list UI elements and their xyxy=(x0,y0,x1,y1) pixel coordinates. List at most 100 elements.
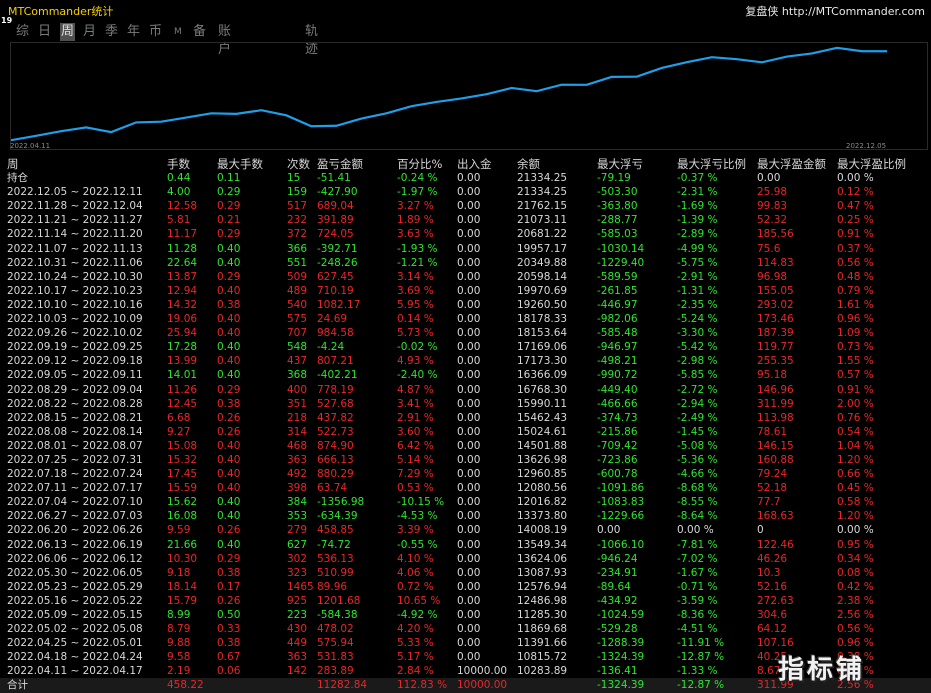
cell-max-fp-pct: 0.00 % xyxy=(837,524,874,537)
table-row[interactable]: 2022.08.22 ~ 2022.08.28 12.45 0.38 351 527.6… xyxy=(0,397,931,411)
cell-max-fp-pct: 2.56 % xyxy=(837,609,874,621)
col-lots[interactable]: 手数 xyxy=(167,157,190,171)
cell-max-lots: 0.29 xyxy=(217,383,241,396)
equity-curve-line xyxy=(11,46,888,142)
table-row[interactable]: 2022.08.01 ~ 2022.08.07 15.08 0.40 468 874.9… xyxy=(0,439,931,453)
chart-start-date: 2022.04.11 xyxy=(10,142,51,150)
cell-week: 2022.09.05 ~ 2022.09.11 xyxy=(7,369,143,382)
cell-week: 2022.11.28 ~ 2022.12.04 xyxy=(7,200,143,213)
table-row[interactable]: 2022.05.02 ~ 2022.05.08 8.79 0.33 430 478.02… xyxy=(0,622,931,636)
cell-deposit: 0.00 xyxy=(457,580,481,593)
table-row[interactable]: 2022.08.29 ~ 2022.09.04 11.26 0.29 400 778.1… xyxy=(0,383,931,397)
col-pct[interactable]: 百分比% xyxy=(397,157,443,171)
cell-deposit: 0.00 xyxy=(457,186,481,199)
table-row[interactable]: 2022.12.05 ~ 2022.12.11 4.00 0.29 159 -427.9… xyxy=(0,185,931,199)
table-row[interactable]: 2022.08.08 ~ 2022.08.14 9.27 0.26 314 522.73… xyxy=(0,425,931,439)
cell-lots: 19.06 xyxy=(167,313,198,326)
cell-deposit: 0.00 xyxy=(457,355,481,368)
table-row[interactable]: 2022.07.18 ~ 2022.07.24 17.45 0.40 492 880.2… xyxy=(0,467,931,481)
col-week[interactable]: 周 xyxy=(7,157,19,171)
table-row[interactable]: 2022.07.25 ~ 2022.07.31 15.32 0.40 363 666.1… xyxy=(0,453,931,467)
tab-year[interactable]: 年 xyxy=(127,24,141,39)
table-row[interactable]: 2022.06.27 ~ 2022.07.03 16.08 0.40 353 -634.… xyxy=(0,509,931,523)
cell-max-fp: 46.26 xyxy=(757,552,788,565)
cell-max-lots: 0.29 xyxy=(217,552,241,565)
cell-max-dd: -1229.40 xyxy=(597,256,645,269)
col-deposit[interactable]: 出入金 xyxy=(457,157,492,171)
total-max-fp-pct: 2.56 % xyxy=(837,679,874,692)
tab-quarter[interactable]: 季 xyxy=(105,24,119,39)
tab-month[interactable]: 月 xyxy=(83,24,97,39)
cell-max-fp: 78.61 xyxy=(757,425,788,438)
cell-max-dd-pct: -2.31 % xyxy=(677,186,718,199)
table-row[interactable]: 2022.05.09 ~ 2022.05.15 8.99 0.50 223 -584.3… xyxy=(0,608,931,622)
tab-week[interactable]: 周 xyxy=(60,23,76,41)
cell-max-fp-pct: 0.73 % xyxy=(837,341,874,354)
tab-m[interactable]: M xyxy=(174,27,182,37)
tab-day[interactable]: 日 xyxy=(38,24,52,39)
tab-note[interactable]: 备 xyxy=(193,24,207,39)
table-row[interactable]: 2022.09.19 ~ 2022.09.25 17.28 0.40 548 -4.24… xyxy=(0,340,931,354)
table-row[interactable]: 2022.10.03 ~ 2022.10.09 19.06 0.40 575 24.69… xyxy=(0,312,931,326)
table-row[interactable]: 2022.07.11 ~ 2022.07.17 15.59 0.40 398 63.74… xyxy=(0,481,931,495)
cell-max-lots: 0.40 xyxy=(217,482,241,495)
col-trades[interactable]: 次数 xyxy=(287,157,310,171)
table-row[interactable]: 2022.05.16 ~ 2022.05.22 15.79 0.26 925 1201.… xyxy=(0,594,931,608)
open-positions-row[interactable]: 持仓 0.44 0.11 15 -51.41 -0.24 % 0.00 2133… xyxy=(0,171,931,185)
col-max-floating-profit-pct[interactable]: 最大浮盈比例 xyxy=(837,157,906,171)
col-max-floating-profit[interactable]: 最大浮盈金额 xyxy=(757,157,826,171)
table-row[interactable]: 2022.04.25 ~ 2022.05.01 9.88 0.38 449 575.94… xyxy=(0,636,931,650)
cell-balance: 18153.64 xyxy=(517,327,568,340)
cell-max-fp-pct: 0.76 % xyxy=(837,411,874,424)
col-max-lots[interactable]: 最大手数 xyxy=(217,157,263,171)
cell-week: 2022.05.23 ~ 2022.05.29 xyxy=(7,580,143,593)
tab-account[interactable]: 账户 xyxy=(218,24,232,57)
table-row[interactable]: 2022.10.24 ~ 2022.10.30 13.87 0.29 509 627.4… xyxy=(0,270,931,284)
cell-max-lots: 0.40 xyxy=(217,510,241,523)
table-row[interactable]: 2022.06.13 ~ 2022.06.19 21.66 0.40 627 -74.7… xyxy=(0,538,931,552)
cell-max-dd: -982.06 xyxy=(597,313,638,326)
tab-currency[interactable]: 币 xyxy=(149,24,163,39)
cell-trades: 279 xyxy=(287,524,308,537)
table-row[interactable]: 2022.11.14 ~ 2022.11.20 11.17 0.29 372 724.0… xyxy=(0,227,931,241)
table-row[interactable]: 2022.09.26 ~ 2022.10.02 25.94 0.40 707 984.5… xyxy=(0,326,931,340)
col-pnl[interactable]: 盈亏金额 xyxy=(317,157,363,171)
table-row[interactable]: 2022.11.28 ~ 2022.12.04 12.58 0.29 517 689.0… xyxy=(0,199,931,213)
table-row[interactable]: 2022.04.18 ~ 2022.04.24 9.58 0.67 363 531.83… xyxy=(0,650,931,664)
table-row[interactable]: 2022.05.23 ~ 2022.05.29 18.14 0.17 1465 89.9… xyxy=(0,580,931,594)
cell-max-fp-pct: 0.57 % xyxy=(837,369,874,382)
cell-week: 2022.11.07 ~ 2022.11.13 xyxy=(7,242,143,255)
total-row[interactable]: 合计 458.22 11282.84 112.83 % 10000.00 -13… xyxy=(0,678,931,693)
table-row[interactable]: 2022.11.21 ~ 2022.11.27 5.81 0.21 232 391.89… xyxy=(0,213,931,227)
col-max-drawdown-pct[interactable]: 最大浮亏比例 xyxy=(677,157,746,171)
cell-pnl: 1082.17 xyxy=(317,298,361,311)
table-row[interactable]: 2022.10.10 ~ 2022.10.16 14.32 0.38 540 1082.… xyxy=(0,298,931,312)
brand-link[interactable]: 复盘侠 http://MTCommander.com xyxy=(745,5,925,18)
cell-trades: 517 xyxy=(287,200,308,213)
table-row[interactable]: 2022.05.30 ~ 2022.06.05 9.18 0.38 323 510.99… xyxy=(0,566,931,580)
table-row[interactable]: 2022.10.31 ~ 2022.11.06 22.64 0.40 551 -248.… xyxy=(0,256,931,270)
col-balance[interactable]: 余额 xyxy=(517,157,540,171)
cell-deposit: 0.00 xyxy=(457,439,481,452)
cell-trades: 323 xyxy=(287,566,308,579)
tab-composite[interactable]: 综 xyxy=(16,24,30,39)
cell-week: 2022.06.13 ~ 2022.06.19 xyxy=(7,538,143,551)
cell-max-dd-pct: -1.39 % xyxy=(677,214,718,227)
table-row[interactable]: 2022.10.17 ~ 2022.10.23 12.94 0.40 489 710.1… xyxy=(0,284,931,298)
table-row[interactable]: 2022.08.15 ~ 2022.08.21 6.68 0.26 218 437.82… xyxy=(0,411,931,425)
tab-trajectory[interactable]: 轨迹 xyxy=(305,24,319,57)
table-row[interactable]: 2022.07.04 ~ 2022.07.10 15.62 0.40 384 -1356… xyxy=(0,495,931,509)
table-row[interactable]: 2022.09.05 ~ 2022.09.11 14.01 0.40 368 -402.… xyxy=(0,368,931,382)
table-row[interactable]: 2022.06.06 ~ 2022.06.12 10.30 0.29 302 536.1… xyxy=(0,552,931,566)
cell-max-lots: 0.40 xyxy=(217,369,241,382)
table-row[interactable]: 2022.09.12 ~ 2022.09.18 13.99 0.40 437 807.2… xyxy=(0,354,931,368)
cell-deposit: 0.00 xyxy=(457,482,481,495)
cell-max-dd-pct: -3.30 % xyxy=(677,327,718,340)
cell-lots: 9.27 xyxy=(167,425,191,438)
cell-max-fp-pct: 1.20 % xyxy=(837,510,874,523)
table-row[interactable]: 2022.11.07 ~ 2022.11.13 11.28 0.40 366 -392.… xyxy=(0,242,931,256)
table-row[interactable]: 2022.06.20 ~ 2022.06.26 9.59 0.26 279 458.85… xyxy=(0,523,931,537)
cell-deposit: 0.00 xyxy=(457,637,481,650)
table-row[interactable]: 2022.04.11 ~ 2022.04.17 2.19 0.06 142 283.89… xyxy=(0,664,931,678)
col-max-drawdown[interactable]: 最大浮亏 xyxy=(597,157,643,171)
